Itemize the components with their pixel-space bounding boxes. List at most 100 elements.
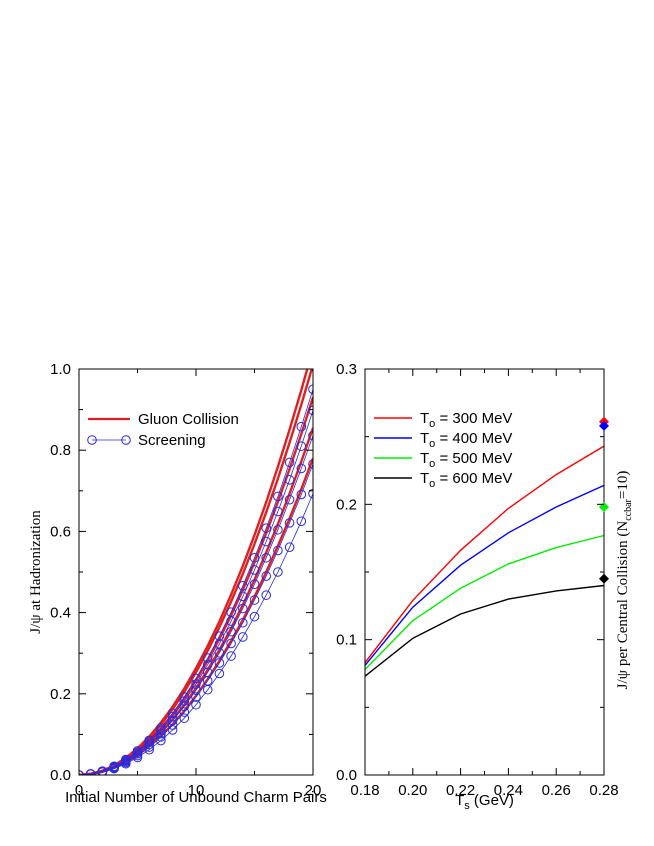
x-tick-label: 0.28 <box>589 782 618 799</box>
y-tick-label: 0.3 <box>336 361 357 378</box>
legend-marker-screening <box>87 435 97 445</box>
screening-point-6-12 <box>214 631 225 641</box>
legend-label-2: To = 400 MeV <box>420 430 512 450</box>
screening-point-6-8 <box>167 708 178 719</box>
screening-point-10-17 <box>273 567 283 577</box>
screening-point-10-8 <box>167 725 178 735</box>
screening-point-6-18 <box>284 457 295 468</box>
x-label-main: T <box>455 792 464 809</box>
screening-point-10-10 <box>191 699 201 710</box>
screening-point-6-19 <box>296 421 307 432</box>
screening-point-7-13 <box>226 616 236 626</box>
gluon-series-3 <box>79 397 313 775</box>
y-tick-label: 0.0 <box>336 767 357 784</box>
screening-point-6-20 <box>308 384 313 395</box>
y-tick-label: 0.8 <box>50 442 71 459</box>
screening-series-8 <box>79 435 313 775</box>
x-axis-label: Initial Number of Unbound Charm Pairs <box>65 789 327 806</box>
legend-main: T <box>420 450 429 467</box>
x-tick-label: 0.24 <box>494 782 523 799</box>
legend-rest: = 500 MeV <box>435 450 512 467</box>
legend-label-4: To = 600 MeV <box>420 470 512 490</box>
legend-sub: o <box>429 418 435 430</box>
diamond-marker-3 <box>599 502 609 513</box>
screening-point-9-13 <box>226 638 236 649</box>
legend-rest: = 300 MeV <box>435 410 512 427</box>
screening-point-8-16 <box>261 552 272 563</box>
screening-point-8-14 <box>238 603 248 614</box>
diamond-marker-4 <box>599 573 609 584</box>
screening-point-7-17 <box>273 506 283 517</box>
legend-sub: o <box>429 438 435 450</box>
screening-point-10-9 <box>179 713 190 723</box>
legend-label-gluon: Gluon Collision <box>138 411 239 428</box>
y-tick-label: 0.2 <box>336 496 357 513</box>
screening-point-10-13 <box>226 651 236 661</box>
x-label-sub: s <box>464 800 470 812</box>
x-label-rest: (GeV) <box>470 792 514 809</box>
screening-point-6-10 <box>191 673 201 684</box>
screening-point-8-12 <box>214 647 225 658</box>
screening-point-10-16 <box>261 590 272 600</box>
screening-point-7-7 <box>156 725 166 736</box>
x-tick-label: 10 <box>188 782 205 799</box>
screening-point-10-1 <box>85 769 96 775</box>
series-line-2 <box>364 484 605 666</box>
diamond-marker-2 <box>599 420 609 431</box>
screening-point-9-18 <box>284 518 295 528</box>
screening-point-9-17 <box>273 545 283 556</box>
x-tick-label: 0 <box>75 782 83 799</box>
x-tick-label: 0.26 <box>542 782 571 799</box>
screening-point-8-13 <box>226 626 236 637</box>
screening-point-9-9 <box>179 707 190 717</box>
right-chart: 0.0 0.1 0.2 0.3 0.18 0.20 0.22 0.24 0.26 0.28 Ts (… <box>336 361 634 812</box>
y-tick-label: 0.4 <box>50 605 71 622</box>
screening-point-10-5 <box>132 752 143 763</box>
y-tick-label: 0.2 <box>50 686 71 703</box>
y-label-main: J/ψ per Central Collision (N <box>615 521 631 690</box>
screening-point-6-16 <box>261 523 272 533</box>
screening-point-6-9 <box>179 692 190 702</box>
screening-point-7-11 <box>202 659 213 670</box>
y-label-rest: =10) <box>615 471 631 499</box>
screening-point-10-7 <box>156 735 166 746</box>
screening-point-8-9 <box>179 701 190 712</box>
gluon-series-5 <box>79 457 313 775</box>
screening-point-10-18 <box>284 542 295 553</box>
screening-point-10-2 <box>97 767 108 775</box>
screening-point-10-19 <box>296 516 307 527</box>
legend-label-screening: Screening <box>138 432 206 449</box>
legend-main: T <box>420 430 429 447</box>
x-axis-label: Ts (GeV) <box>455 792 514 812</box>
screening-point-7-15 <box>249 565 260 575</box>
legend: Gluon Collision Screening <box>87 411 239 449</box>
screening-point-8-15 <box>249 579 260 589</box>
screening-point-9-7 <box>156 732 166 742</box>
series-line-3 <box>364 534 605 670</box>
screening-point-7-9 <box>179 696 190 706</box>
screening-point-7-20 <box>308 405 313 416</box>
screening-point-7-18 <box>284 475 295 485</box>
screening-point-10-6 <box>144 744 154 755</box>
screening-point-8-19 <box>296 463 307 474</box>
legend-marker-screening <box>121 435 131 445</box>
screening-point-9-16 <box>261 571 272 581</box>
screening-point-7-14 <box>238 591 248 602</box>
screening-point-9-19 <box>296 489 307 500</box>
x-tick-label: 0.22 <box>446 782 475 799</box>
screening-point-8-10 <box>191 685 201 695</box>
plot-area <box>79 369 313 775</box>
y-tick-label: 1.0 <box>50 361 71 378</box>
screening-point-10-20 <box>308 488 313 499</box>
screening-point-7-10 <box>191 679 201 689</box>
screening-point-6-15 <box>249 552 260 563</box>
screening-point-10-11 <box>202 684 213 695</box>
screening-point-10-14 <box>238 632 248 642</box>
legend-main: T <box>420 410 429 427</box>
screening-point-9-15 <box>249 595 260 605</box>
screening-point-10-3 <box>109 763 119 774</box>
screening-point-9-6 <box>144 742 154 752</box>
